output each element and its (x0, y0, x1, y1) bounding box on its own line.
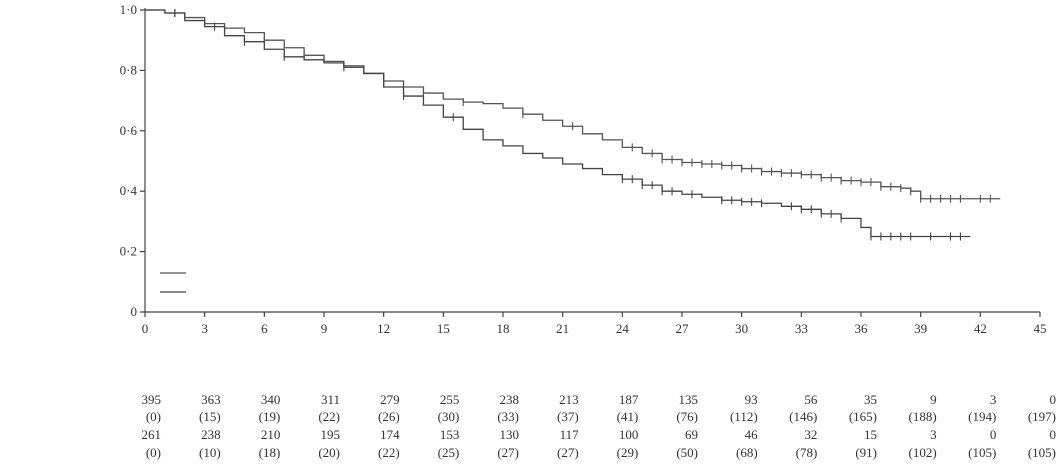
risk-table-cell: (15) (198, 409, 221, 424)
x-tick-label: 6 (261, 321, 268, 336)
risk-table-cell: 279 (380, 392, 400, 407)
risk-table-cell: 238 (201, 427, 221, 442)
risk-table-cell: (188) (908, 409, 937, 424)
risk-table-row: (0) (15) (19) (22) (26) (30) (33) (37) (41) (76) (… (0, 0, 1063, 424)
risk-table-cell: 9 (930, 392, 937, 407)
y-tick-label: 0·4 (120, 183, 138, 198)
axes (144, 8, 1040, 313)
risk-table-cell: 56 (804, 392, 818, 407)
risk-table-cell: (26) (377, 409, 400, 424)
risk-table-cell: (30) (437, 409, 460, 424)
risk-table-cell: (50) (676, 445, 698, 460)
risk-table-cell: 255 (439, 392, 460, 407)
x-tick-label: 21 (556, 321, 569, 336)
risk-table-cell: (105) (1027, 445, 1056, 460)
risk-table-cell: 363 (201, 392, 221, 407)
risk-table-cell: (41) (616, 409, 639, 424)
survival-curve-upper (145, 9, 1001, 200)
survival-curves (145, 9, 1001, 241)
risk-table-cell: 395 (141, 392, 162, 407)
risk-table-cell: 0 (1049, 427, 1057, 442)
risk-table-cell: 3 (930, 427, 937, 442)
risk-table-cell: 100 (618, 427, 639, 442)
risk-table-cell: (0) (145, 445, 161, 460)
legend (160, 272, 186, 293)
risk-table-cell: (19) (258, 409, 281, 424)
x-tick-label: 30 (735, 321, 748, 336)
survival-curve-lower (145, 9, 971, 238)
risk-table-cell: 69 (685, 427, 698, 442)
risk-table-cell: (0) (145, 409, 161, 424)
risk-table-cell: (194) (968, 409, 997, 424)
x-tick-label: 42 (974, 321, 987, 336)
y-tick-label: 0·6 (120, 123, 138, 138)
x-tick-label: 9 (321, 321, 328, 336)
risk-table-cell: 210 (260, 427, 281, 442)
risk-table-cell: (68) (735, 445, 758, 460)
risk-table-cell: 15 (864, 427, 877, 442)
risk-table-cell: 93 (744, 392, 758, 407)
risk-table-cell: 311 (320, 392, 340, 407)
risk-table-cell: 174 (380, 427, 400, 442)
y-ticks: 0 0·2 0·4 0·6 0·8 1·0 (120, 2, 145, 319)
risk-table-cell: (20) (318, 445, 340, 460)
risk-table-cell: (22) (318, 409, 340, 424)
risk-table-cell: (27) (556, 445, 579, 460)
risk-table-cell: (102) (908, 445, 937, 460)
x-tick-label: 12 (377, 321, 390, 336)
risk-table-cell: 153 (439, 427, 460, 442)
risk-table-cell: (18) (258, 445, 281, 460)
risk-table-cell: 130 (499, 427, 520, 442)
risk-table-cell: (10) (198, 445, 221, 460)
risk-table-cell: 135 (678, 392, 699, 407)
risk-table-cell: (37) (556, 409, 579, 424)
risk-table-cell: (33) (497, 409, 519, 424)
x-tick-label: 3 (201, 321, 208, 336)
x-tick-label: 27 (676, 321, 690, 336)
risk-table-cell: (78) (795, 445, 818, 460)
risk-table-cell: (27) (497, 445, 519, 460)
y-tick-label: 0 (131, 304, 138, 319)
risk-table-cell: (112) (729, 409, 758, 424)
x-tick-label: 15 (437, 321, 450, 336)
x-tick-label: 39 (914, 321, 927, 336)
risk-table-cell: (197) (1027, 409, 1056, 424)
x-ticks: 0 3 6 9 12 15 18 21 24 27 30 33 36 39 42 45 (142, 312, 1047, 336)
risk-table-cell: (25) (437, 445, 460, 460)
risk-table-cell: (165) (848, 409, 877, 424)
risk-table-cell: (76) (676, 409, 698, 424)
risk-table-cell: 238 (499, 392, 520, 407)
y-tick-label: 0·2 (120, 244, 137, 259)
risk-table-cell: 117 (559, 427, 579, 442)
risk-table-row: 261 238 210 195 174 153 130 117 100 69 46 32 15 3 0 0 (0, 0, 1063, 442)
risk-table-cell: 0 (1049, 392, 1057, 407)
x-tick-label: 33 (795, 321, 808, 336)
y-tick-label: 1·0 (120, 2, 137, 17)
risk-table-cell: 0 (989, 427, 997, 442)
risk-table-cell: (91) (855, 445, 877, 460)
y-tick-label: 0·8 (120, 62, 137, 77)
risk-table-row: 395 363 340 311 279 255 238 213 187 135 93 56 35 9 3 0 (0, 0, 1063, 407)
x-tick-label: 45 (1034, 321, 1047, 336)
risk-table-cell: 46 (744, 427, 758, 442)
risk-table-cell: 340 (260, 392, 281, 407)
risk-table-cell: (105) (968, 445, 997, 460)
risk-table-cell: 32 (804, 427, 818, 442)
risk-table-cell: (29) (616, 445, 639, 460)
risk-table-cell: 187 (618, 392, 639, 407)
risk-table-cell: 261 (141, 427, 162, 442)
risk-table-cell: 3 (989, 392, 997, 407)
x-tick-label: 0 (142, 321, 149, 336)
risk-table-cell: (146) (789, 409, 818, 424)
risk-table-cell: (22) (377, 445, 400, 460)
x-tick-label: 36 (855, 321, 869, 336)
risk-table-cell: 213 (559, 392, 579, 407)
x-tick-label: 24 (616, 321, 630, 336)
x-tick-label: 18 (497, 321, 510, 336)
risk-table-cell: 35 (864, 392, 877, 407)
risk-table-cell: 195 (320, 427, 341, 442)
